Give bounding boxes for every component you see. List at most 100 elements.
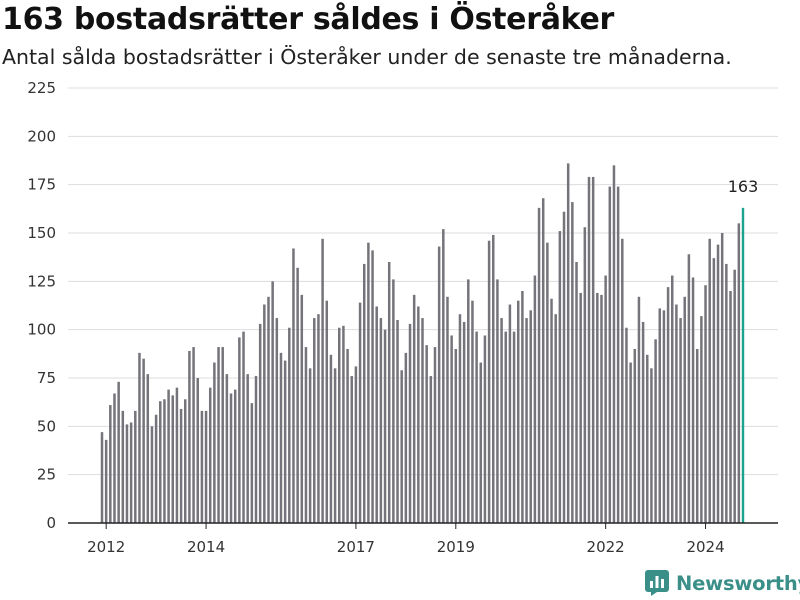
bar	[525, 318, 528, 523]
bar	[675, 304, 678, 523]
bar	[225, 374, 229, 523]
y-tick-label: 150	[27, 224, 56, 242]
newsworthy-logo: Newsworthy	[645, 570, 800, 596]
bar	[566, 163, 570, 523]
bar	[221, 347, 224, 523]
bar	[479, 362, 483, 523]
bar	[637, 296, 641, 523]
bar	[113, 393, 116, 523]
bar	[462, 321, 466, 523]
bar	[263, 304, 266, 523]
bar	[387, 262, 391, 523]
bar	[700, 316, 703, 523]
bar	[346, 349, 349, 523]
page-subtitle: Antal sålda bostadsrätter i Österåker un…	[2, 45, 732, 69]
bar	[554, 314, 557, 523]
bar	[500, 318, 503, 523]
bar	[325, 300, 329, 523]
bar	[109, 405, 112, 523]
x-axis	[68, 522, 778, 529]
bar	[317, 314, 320, 523]
bar	[546, 242, 549, 523]
bar	[454, 349, 458, 523]
bar	[437, 246, 441, 524]
bar	[541, 198, 545, 523]
bar	[521, 291, 524, 523]
bars	[100, 163, 745, 524]
bar	[583, 227, 587, 523]
bar	[412, 294, 416, 523]
bar	[492, 234, 495, 523]
y-tick-label: 50	[37, 417, 56, 435]
bar	[512, 331, 516, 523]
x-tick-label: 2014	[187, 538, 225, 556]
y-tick-label: 75	[37, 369, 56, 387]
bar	[238, 337, 241, 523]
bar	[442, 229, 445, 523]
last-value-label: 163	[728, 177, 759, 196]
bar	[633, 349, 637, 523]
bar	[475, 331, 478, 523]
bar	[596, 292, 599, 523]
bar	[300, 294, 304, 523]
bar	[204, 410, 208, 523]
bar	[695, 349, 699, 523]
bar	[375, 306, 378, 523]
bar	[233, 389, 237, 523]
bar	[516, 300, 520, 523]
bar	[367, 242, 370, 523]
bar	[504, 331, 507, 523]
bar	[117, 381, 120, 523]
bar	[496, 279, 499, 523]
bar	[579, 292, 582, 523]
bar	[200, 410, 204, 523]
bar	[283, 360, 287, 523]
bar	[383, 329, 387, 523]
bar	[720, 233, 724, 523]
bar	[650, 368, 653, 523]
bar	[733, 269, 736, 523]
bar	[254, 376, 258, 523]
bar	[342, 325, 345, 523]
bar	[587, 176, 591, 523]
bar	[467, 279, 470, 523]
bar	[146, 374, 150, 523]
bar	[433, 347, 437, 523]
bar	[321, 238, 324, 524]
bar	[271, 281, 274, 523]
bar	[167, 389, 170, 523]
bar	[208, 387, 212, 523]
y-axis-labels: 0 25 50 75 100 125 150 175 200 225	[27, 79, 56, 532]
bar	[258, 323, 262, 523]
bar	[279, 352, 283, 523]
y-tick-label: 200	[27, 127, 56, 145]
bar	[575, 262, 578, 523]
bar	[508, 304, 512, 523]
x-tick-label: 2019	[437, 538, 475, 556]
bar	[612, 165, 616, 524]
bar	[729, 291, 732, 523]
bar	[558, 231, 562, 524]
bar	[183, 399, 187, 523]
y-tick-label: 225	[27, 79, 56, 97]
bar	[188, 350, 191, 523]
bar	[371, 250, 374, 523]
bar	[708, 238, 711, 524]
bar	[250, 403, 254, 523]
bar	[246, 374, 249, 523]
bar	[666, 287, 670, 523]
bar	[421, 318, 424, 523]
bar	[687, 254, 691, 523]
bar	[670, 275, 674, 523]
bar	[196, 378, 199, 523]
bar	[288, 327, 291, 523]
bar	[404, 352, 408, 523]
bar	[483, 335, 487, 523]
bar	[229, 393, 233, 523]
bar	[425, 345, 428, 523]
bar	[338, 327, 341, 523]
bar	[533, 275, 537, 523]
y-tick-label: 100	[27, 321, 56, 339]
bar	[125, 424, 129, 523]
